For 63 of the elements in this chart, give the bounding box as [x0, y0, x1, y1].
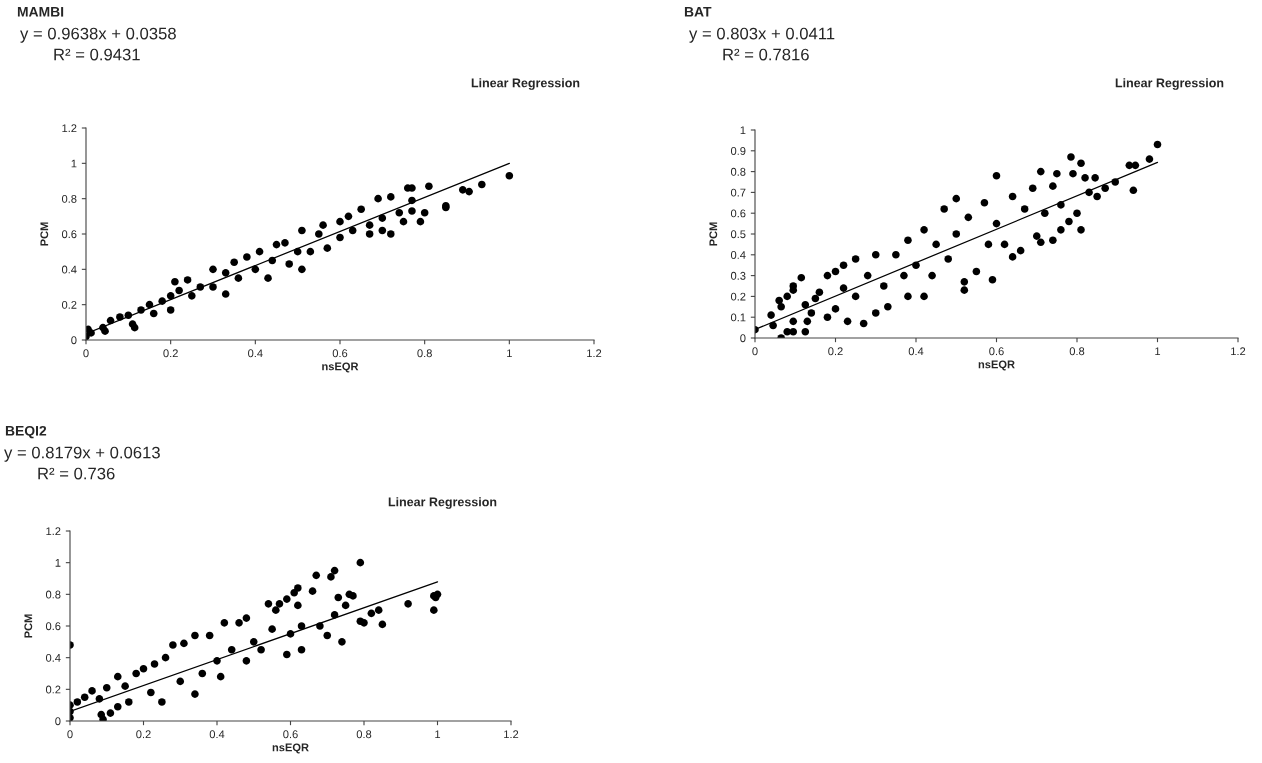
x-tick-label: 0.6: [283, 730, 298, 739]
text: y = 0.9638x + 0.0358: [20, 27, 176, 43]
y-tick-label: 1.2: [46, 527, 61, 536]
y-tick-label: 0.7: [730, 188, 746, 197]
y-tick-label: 0: [71, 336, 77, 345]
y-tick-label: 0.9: [730, 147, 746, 155]
x-tick-label: 1.2: [504, 730, 519, 739]
y-tick-label: 0.4: [45, 653, 61, 662]
text: Linear Regression: [388, 497, 497, 509]
chart-title: BAT: [684, 7, 712, 17]
y-tick-label: 0.2: [61, 300, 77, 309]
text: Linear Regression: [471, 78, 580, 90]
x-tick-label: 1: [1155, 347, 1161, 356]
y-tick-label: 0.6: [730, 209, 746, 218]
x-axis-title: nsEQR: [322, 362, 359, 373]
x-tick-label: 0.4: [209, 730, 225, 739]
y-tick-label: 0.4: [61, 265, 77, 274]
x-tick-label: 1.2: [1231, 347, 1246, 356]
x-tick-label: 0.2: [136, 730, 151, 739]
y-tick-label: 0.6: [61, 230, 77, 239]
y-tick-label: 1: [71, 159, 77, 168]
x-tick-label: 0.8: [417, 349, 432, 358]
y-tick-label: 0.8: [730, 167, 746, 176]
y-tick-label: 1.2: [62, 124, 77, 133]
text: y = 0.8179x + 0.0613: [4, 446, 160, 462]
x-tick-label: 0.6: [989, 347, 1004, 356]
y-tick-label: 1: [740, 126, 746, 135]
y-tick-label: 0.3: [730, 271, 746, 280]
text: R² = 0.9431: [54, 48, 140, 61]
text: y = 0.803x + 0.0411: [689, 27, 835, 43]
y-tick-label: 0.5: [730, 230, 746, 239]
y-tick-label: 0.2: [45, 685, 61, 694]
y-tick-label: 0.2: [730, 292, 746, 301]
x-tick-label: 0: [752, 347, 758, 356]
x-axis-title: nsEQR: [978, 360, 1015, 371]
x-axis-title: nsEQR: [272, 743, 309, 754]
text: R² = 0.7816: [723, 48, 809, 61]
y-tick-label: 1: [55, 559, 61, 567]
x-tick-label: 1.2: [587, 349, 602, 358]
y-axis-title: PCM: [709, 222, 718, 246]
x-tick-label: 0.8: [1069, 347, 1085, 356]
y-tick-label: 0.4: [730, 251, 746, 259]
x-tick-label: 0.6: [332, 349, 348, 358]
y-tick-label: 0.6: [45, 622, 61, 631]
y-tick-label: 0: [55, 717, 61, 726]
x-tick-label: 0.4: [248, 349, 263, 358]
x-tick-label: 0.8: [356, 730, 372, 739]
y-tick-label: 0: [740, 334, 746, 343]
y-tick-label: 0.8: [61, 194, 77, 203]
chart-title: BEQI2: [5, 425, 47, 439]
y-tick-label: 0.1: [730, 313, 746, 322]
x-tick-label: 0: [83, 349, 89, 358]
x-tick-label: 1: [507, 349, 512, 358]
text: R² = 0.736: [38, 467, 115, 480]
x-tick-label: 0.2: [163, 349, 178, 358]
text: Linear Regression: [1115, 78, 1224, 90]
y-tick-label: 0.8: [45, 590, 61, 599]
y-axis-title: PCM: [24, 614, 33, 638]
x-tick-label: 0.2: [828, 347, 843, 356]
chart-title: MAMBI: [17, 7, 64, 17]
y-axis-title: PCM: [40, 222, 49, 246]
x-tick-label: 1: [435, 730, 441, 739]
x-tick-label: 0.4: [908, 347, 924, 356]
